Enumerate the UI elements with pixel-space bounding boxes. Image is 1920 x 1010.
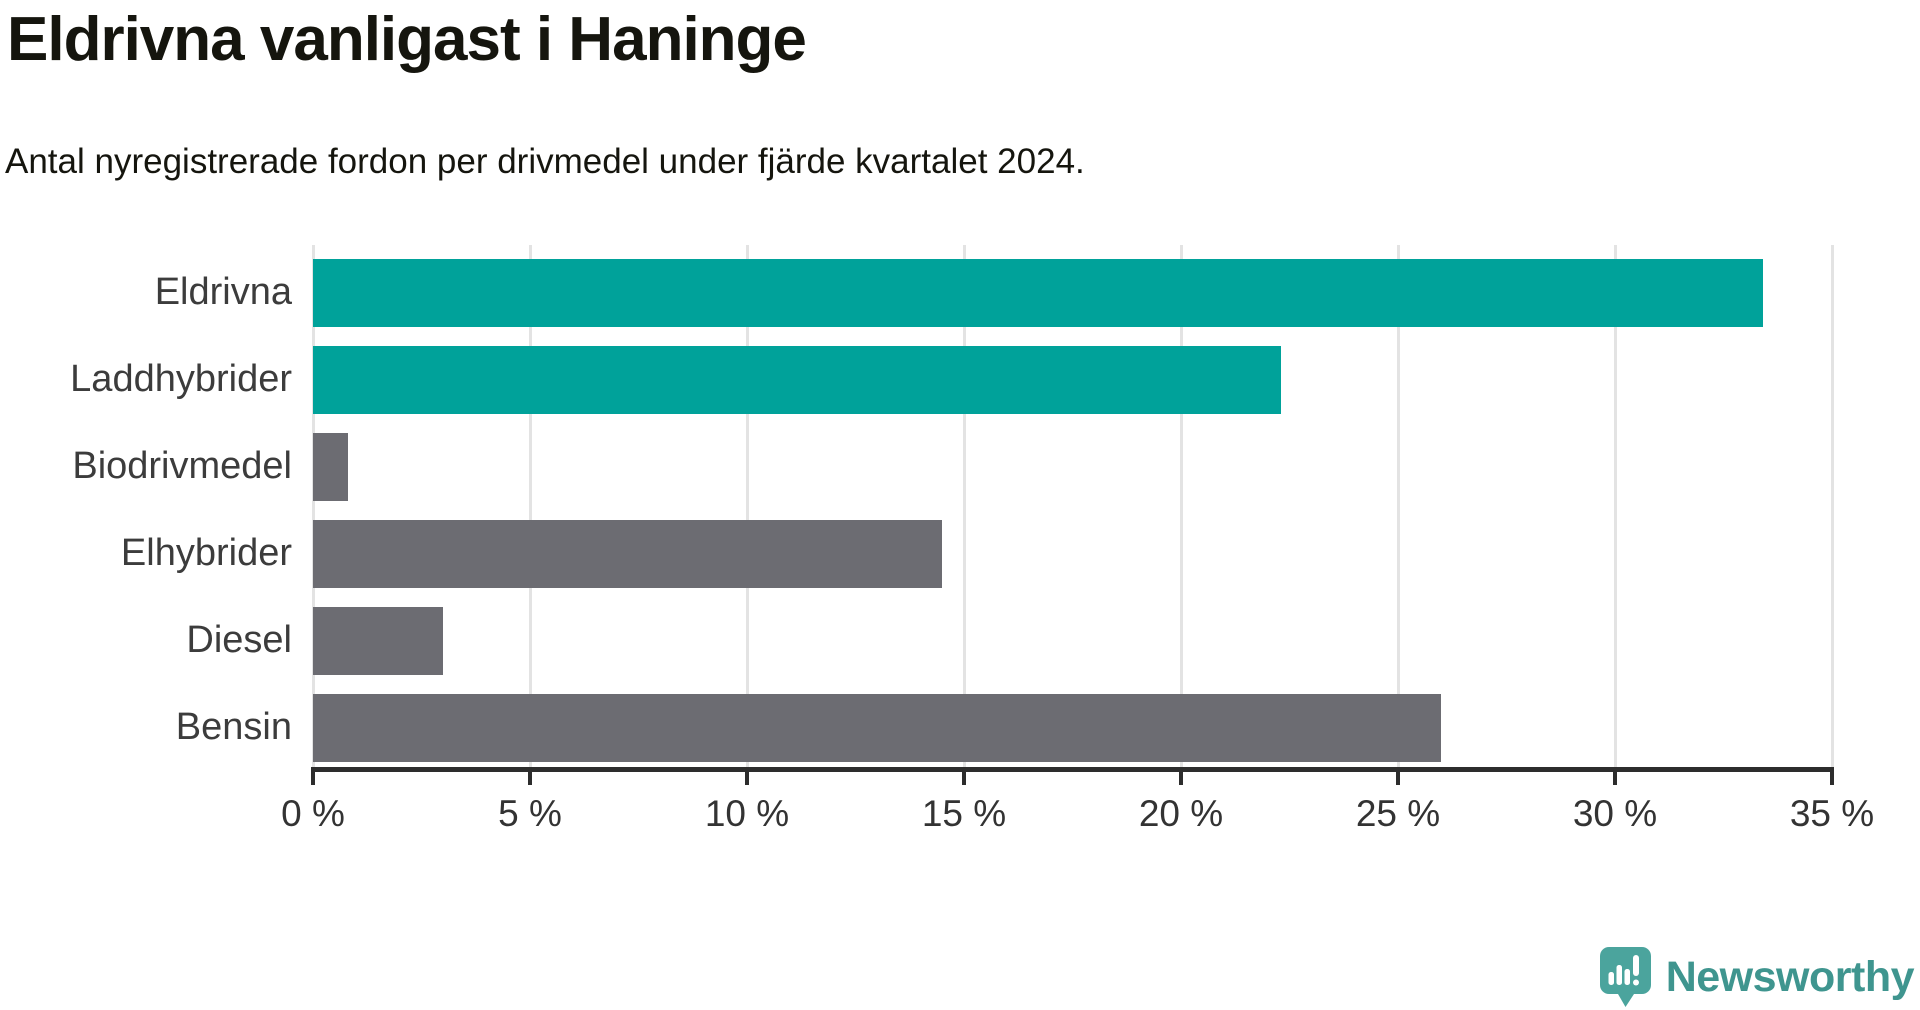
plot-area: Eldrivna Laddhybrider Biodrivmedel Elhybrid… <box>70 245 1874 834</box>
bar-biodrivmedel <box>313 433 348 501</box>
x-tick-label: 35 % <box>1789 793 1875 834</box>
x-tick <box>1396 772 1400 785</box>
x-tick <box>1179 772 1183 785</box>
bar-elhybrider <box>313 520 943 588</box>
gridline <box>962 245 966 767</box>
gridline <box>1830 245 1834 767</box>
chart-title: Eldrivna vanligast i Haninge <box>7 5 807 74</box>
category-label-eldrivna: Eldrivna <box>154 271 292 313</box>
x-tick <box>745 772 749 785</box>
x-tick-label: 10 % <box>704 793 790 834</box>
gridline <box>311 245 315 767</box>
x-tick <box>528 772 532 785</box>
category-label-elhybrider: Elhybrider <box>120 532 292 574</box>
category-label-bensin: Bensin <box>175 706 292 748</box>
x-tick-label: 15 % <box>921 793 1007 834</box>
gridline <box>1396 245 1400 767</box>
x-tick-label: 25 % <box>1355 793 1441 834</box>
gridline <box>1613 245 1617 767</box>
x-tick-label: 5 % <box>498 793 562 834</box>
gridline <box>745 245 749 767</box>
bar-laddhybrider <box>313 346 1281 414</box>
x-tick-label: 30 % <box>1572 793 1658 834</box>
category-label-laddhybrider: Laddhybrider <box>70 358 292 400</box>
newsworthy-logo: Newsworthy <box>1598 946 1915 1008</box>
x-tick <box>1830 772 1834 785</box>
gridline <box>528 245 532 767</box>
newsworthy-speech-bubble-chart-icon <box>1599 947 1651 1007</box>
category-label-diesel: Diesel <box>186 619 292 661</box>
bar-bensin <box>313 694 1442 762</box>
bar-diesel <box>313 607 444 675</box>
bar-eldrivna <box>313 259 1763 327</box>
category-label-biodrivmedel: Biodrivmedel <box>72 445 292 487</box>
x-tick <box>962 772 966 785</box>
x-axis-line <box>311 767 1834 772</box>
x-tick <box>311 772 315 785</box>
x-tick-label: 0 % <box>281 793 345 834</box>
x-tick-label: 20 % <box>1138 793 1224 834</box>
x-tick <box>1613 772 1617 785</box>
gridline <box>1179 245 1183 767</box>
chart-subtitle: Antal nyregistrerade fordon per drivmede… <box>5 142 1085 181</box>
newsworthy-wordmark: Newsworthy <box>1665 953 1915 1001</box>
